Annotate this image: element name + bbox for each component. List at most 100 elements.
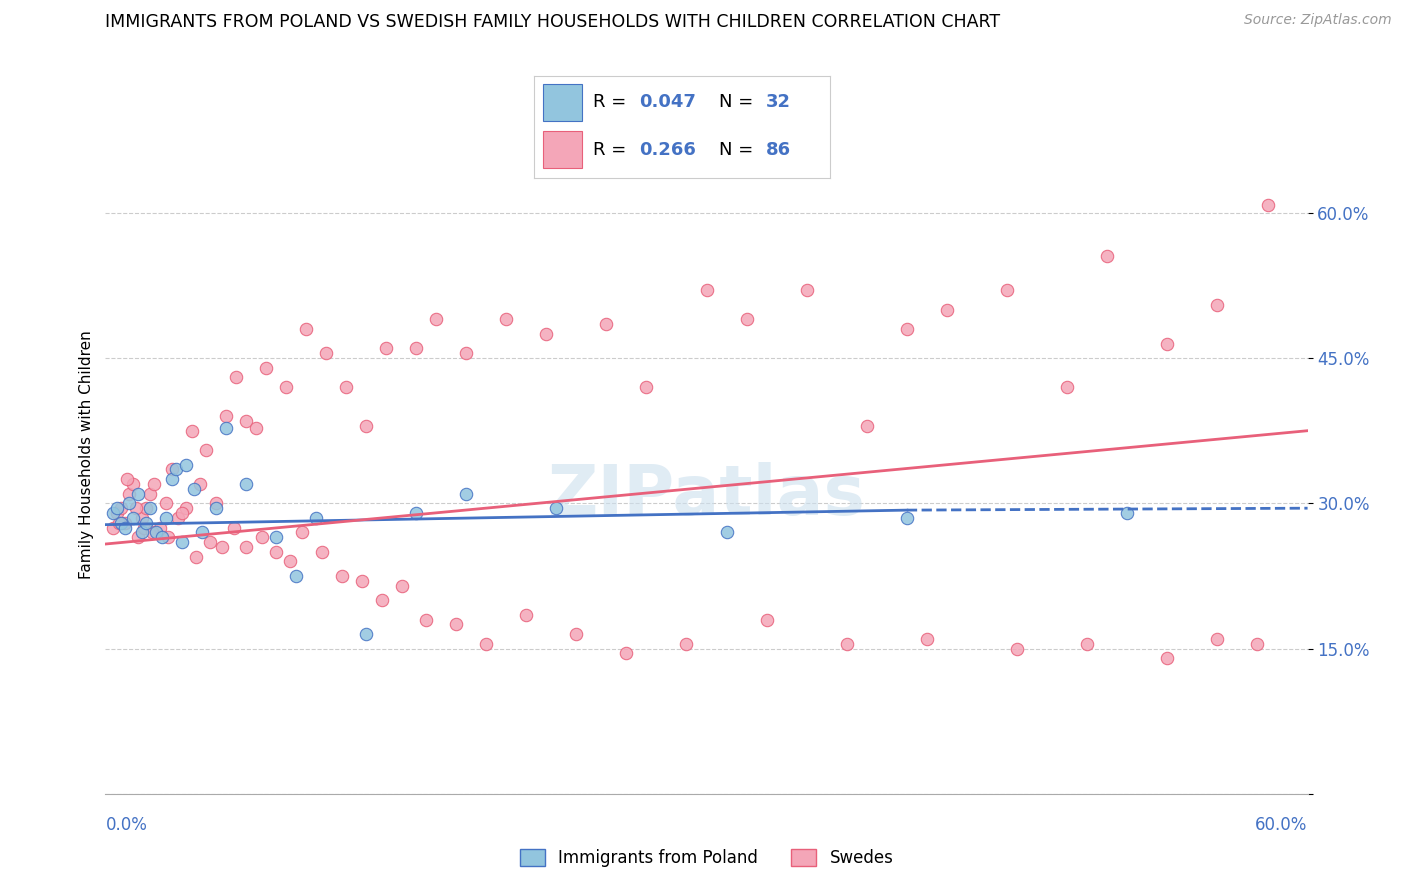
Point bbox=[170, 535, 193, 549]
Point bbox=[118, 486, 141, 500]
Point bbox=[250, 530, 273, 544]
Point bbox=[374, 342, 398, 356]
Point bbox=[855, 418, 877, 433]
Point bbox=[330, 569, 353, 583]
Point bbox=[132, 520, 155, 534]
Text: 0.047: 0.047 bbox=[640, 94, 696, 112]
Point bbox=[295, 322, 318, 336]
Point bbox=[1257, 198, 1279, 212]
Point bbox=[735, 312, 758, 326]
Point bbox=[546, 501, 568, 516]
Point bbox=[1076, 637, 1098, 651]
Point bbox=[796, 283, 818, 297]
Point bbox=[896, 511, 918, 525]
Text: R =: R = bbox=[593, 141, 633, 159]
Point bbox=[145, 525, 167, 540]
Text: ZIPatlas: ZIPatlas bbox=[547, 462, 866, 529]
Point bbox=[211, 540, 233, 554]
Text: 86: 86 bbox=[766, 141, 792, 159]
Point bbox=[284, 569, 307, 583]
Point bbox=[127, 486, 149, 500]
Point bbox=[194, 443, 217, 458]
Point bbox=[354, 627, 377, 641]
Point bbox=[636, 380, 658, 394]
Point bbox=[350, 574, 373, 588]
Point bbox=[675, 637, 697, 651]
Point bbox=[915, 632, 938, 646]
Point bbox=[122, 477, 145, 491]
FancyBboxPatch shape bbox=[543, 131, 582, 168]
Point bbox=[995, 283, 1018, 297]
Point bbox=[108, 516, 131, 530]
Point bbox=[183, 482, 205, 496]
Point bbox=[1097, 249, 1119, 263]
Point bbox=[222, 520, 245, 534]
Point bbox=[135, 501, 157, 516]
Point bbox=[156, 530, 179, 544]
Point bbox=[107, 506, 129, 520]
Point bbox=[135, 516, 157, 530]
Point bbox=[127, 530, 149, 544]
Point bbox=[166, 511, 188, 525]
Point bbox=[198, 535, 221, 549]
Text: 0.266: 0.266 bbox=[640, 141, 696, 159]
Point bbox=[138, 501, 160, 516]
Point bbox=[835, 637, 858, 651]
Point bbox=[141, 525, 163, 540]
Point bbox=[696, 283, 718, 297]
Point bbox=[595, 317, 617, 331]
Point bbox=[118, 496, 141, 510]
Point bbox=[1246, 637, 1268, 651]
Point bbox=[454, 346, 477, 360]
Point bbox=[1156, 336, 1178, 351]
Point bbox=[150, 530, 173, 544]
Point bbox=[454, 486, 477, 500]
Point bbox=[114, 520, 136, 534]
Point bbox=[110, 516, 132, 530]
Point bbox=[936, 302, 959, 317]
Point bbox=[214, 421, 236, 435]
Point bbox=[122, 511, 145, 525]
Point bbox=[174, 501, 197, 516]
Point bbox=[245, 421, 267, 435]
Text: 32: 32 bbox=[766, 94, 792, 112]
Point bbox=[475, 637, 498, 651]
Point bbox=[148, 520, 170, 534]
Point bbox=[354, 418, 377, 433]
Point bbox=[405, 342, 427, 356]
Point bbox=[896, 322, 918, 336]
Text: R =: R = bbox=[593, 94, 633, 112]
Point bbox=[755, 613, 778, 627]
Point bbox=[184, 549, 207, 564]
Point bbox=[235, 414, 257, 428]
Point bbox=[264, 545, 287, 559]
Point bbox=[107, 501, 129, 516]
Point bbox=[174, 458, 197, 472]
Point bbox=[311, 545, 333, 559]
Point bbox=[1056, 380, 1078, 394]
Point bbox=[415, 613, 437, 627]
Point bbox=[225, 370, 247, 384]
Point bbox=[235, 477, 257, 491]
Point bbox=[114, 516, 136, 530]
Point bbox=[155, 511, 177, 525]
Point bbox=[444, 617, 467, 632]
Point bbox=[274, 380, 297, 394]
Point bbox=[131, 525, 153, 540]
Point bbox=[160, 462, 183, 476]
Point bbox=[425, 312, 447, 326]
Point bbox=[515, 607, 537, 622]
Point bbox=[495, 312, 517, 326]
Point bbox=[405, 506, 427, 520]
Point bbox=[1156, 651, 1178, 665]
Point bbox=[1005, 641, 1028, 656]
Point bbox=[142, 477, 165, 491]
Point bbox=[235, 540, 257, 554]
Point bbox=[1116, 506, 1139, 520]
FancyBboxPatch shape bbox=[543, 84, 582, 121]
Point bbox=[254, 360, 277, 375]
Point bbox=[131, 511, 153, 525]
Point bbox=[291, 525, 314, 540]
Point bbox=[190, 525, 212, 540]
Point bbox=[305, 511, 328, 525]
